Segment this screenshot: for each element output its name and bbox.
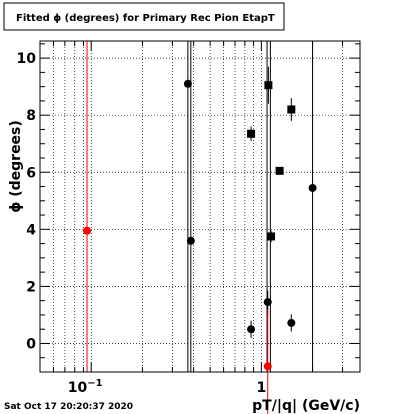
data-point-square	[275, 166, 284, 175]
chart-title: Fitted ϕ (degrees) for Primary Rec Pion …	[16, 13, 275, 24]
data-point-square	[264, 81, 273, 90]
axis-ticks	[39, 41, 360, 373]
data-point-circle	[308, 183, 317, 192]
y-tick-label: 4	[26, 222, 36, 238]
plot-frame	[39, 40, 361, 373]
timestamp: Sat Oct 17 20:20:37 2020	[4, 402, 133, 412]
y-tick-label: 2	[26, 279, 36, 295]
x-tick-label: 1	[256, 380, 266, 396]
y-tick-label: 10	[17, 51, 37, 67]
data-point-square	[247, 129, 256, 138]
x-tick-label: 10−1	[68, 378, 103, 396]
data-point-circle	[287, 318, 296, 327]
vertical-lines	[86, 41, 314, 372]
data-points	[83, 66, 317, 414]
y-tick-label: 0	[26, 336, 36, 352]
data-point-circle	[183, 79, 192, 88]
x-axis-label: pT/|q| (GeV/c)	[252, 398, 360, 414]
data-point-circle	[247, 325, 256, 334]
title-box: Fitted ϕ (degrees) for Primary Rec Pion …	[3, 2, 285, 31]
tick-labels: 0 2 4 6 8 10 10−1 1	[17, 51, 267, 396]
data-point-square	[287, 105, 296, 114]
title-frame	[3, 2, 285, 31]
data-point-square	[267, 232, 276, 241]
y-tick-label: 8	[26, 108, 36, 124]
data-point-circle	[263, 298, 272, 307]
y-tick-label: 6	[26, 165, 36, 181]
data-point-circle	[186, 236, 195, 245]
data-point-circle	[263, 362, 272, 371]
grid	[39, 41, 360, 372]
y-axis-label: ϕ (degrees)	[8, 120, 24, 213]
data-point-circle	[83, 226, 92, 235]
